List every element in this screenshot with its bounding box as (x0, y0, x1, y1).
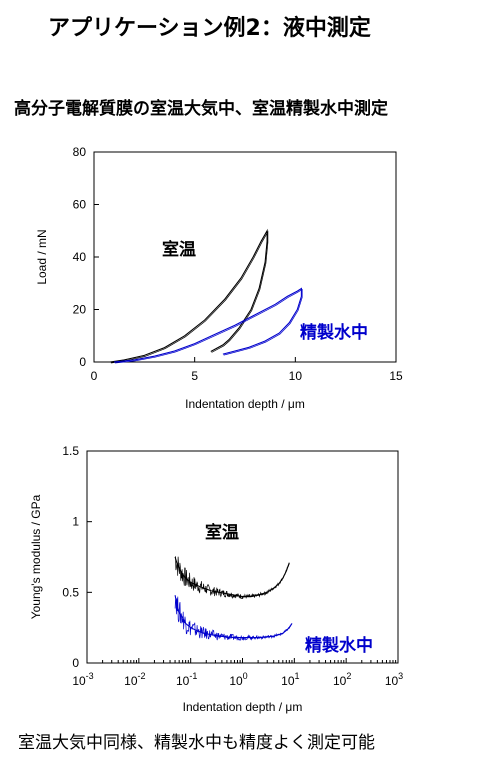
x-axis-label: Indentation depth / μm (185, 397, 305, 411)
page-footer: 室温大気中同様、精製水中も精度よく測定可能 (18, 733, 375, 753)
series-line-1-noise (174, 555, 290, 600)
y-axis-label: Load / mN (35, 229, 49, 284)
x-tick-label: 0 (91, 369, 98, 383)
series-line-1 (174, 556, 290, 598)
series-line-2 (114, 287, 302, 363)
x-tick-label: 102 (333, 671, 351, 688)
y-tick-label: 20 (73, 303, 87, 317)
series-line-1 (110, 228, 268, 363)
y-tick-label: 60 (73, 198, 87, 212)
series-line-2-repeat (114, 288, 303, 364)
y-tick-label: 0.5 (62, 585, 79, 599)
annotation-room-temp: 室温 (162, 239, 196, 260)
x-tick-label: 100 (229, 671, 247, 688)
y-tick-label: 1.5 (62, 444, 79, 458)
x-tick-label: 15 (389, 369, 403, 383)
y-tick-label: 0 (72, 656, 79, 670)
x-axis-label: Indentation depth / μm (183, 700, 303, 714)
load-depth-chart: 0 5 10 15 0 20 40 60 80 Indentation depth / μm Loa… (35, 145, 403, 411)
y-axis-label: Young's modulus / GPa (29, 494, 43, 619)
page-title: アプリケーション例2：液中測定 (48, 16, 371, 41)
annotation-room-temp: 室温 (205, 522, 239, 543)
y-tick-label: 1 (72, 515, 79, 529)
y-tick-label: 80 (73, 145, 87, 159)
series-line-2-noise (174, 596, 293, 641)
annotation-pure-water: 精製水中 (300, 322, 368, 343)
x-tick-label: 10-3 (72, 671, 93, 688)
x-tick-label: 5 (191, 369, 198, 383)
x-tick-label: 101 (281, 671, 299, 688)
series-line-1-repeat (110, 230, 269, 364)
annotation-pure-water: 精製水中 (305, 635, 373, 656)
series-line-2 (174, 595, 293, 639)
x-tick-label: 103 (385, 671, 403, 688)
y-tick-label: 40 (73, 250, 87, 264)
plot-frame (86, 450, 399, 664)
x-tick-label: 10-1 (176, 671, 197, 688)
page-subtitle: 高分子電解質膜の室温大気中、室温精製水中測定 (14, 99, 388, 119)
x-tick-label: 10-2 (124, 671, 145, 688)
y-tick-label: 0 (79, 355, 86, 369)
x-tick-label: 10 (289, 369, 303, 383)
